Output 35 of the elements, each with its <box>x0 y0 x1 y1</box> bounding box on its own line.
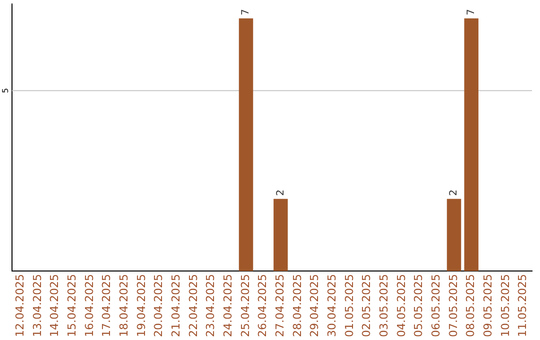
x-tick-label: 24.04.2025 <box>222 274 235 338</box>
x-tick-label: 15.04.2025 <box>66 274 79 338</box>
x-tick-label: 26.04.2025 <box>256 274 270 338</box>
x-tick-label: 09.05.2025 <box>482 274 495 338</box>
x-tick-label: 07.05.2025 <box>446 274 460 338</box>
x-tick-label: 22.04.2025 <box>186 274 200 338</box>
x-tick-label: 14.04.2025 <box>48 274 62 338</box>
x-tick-label: 06.05.2025 <box>430 274 443 338</box>
x-tick-label: 17.04.2025 <box>100 274 114 338</box>
x-tick-label: 27.04.2025 <box>274 274 287 338</box>
x-tick-label: 18.04.2025 <box>118 274 131 338</box>
x-tick-label: 10.05.2025 <box>498 274 512 338</box>
ref-line-label: 5 <box>1 88 10 94</box>
data-label: 2 <box>448 189 460 196</box>
data-label: 7 <box>240 9 252 16</box>
x-tick-label: 01.05.2025 <box>342 274 356 338</box>
x-tick-label: 08.05.2025 <box>464 274 478 338</box>
x-tick-label: 29.04.2025 <box>308 274 322 338</box>
x-tick-label: 12.04.2025 <box>14 274 27 338</box>
x-tick-label: 25.04.2025 <box>238 274 252 338</box>
x-tick-label: 30.04.2025 <box>326 274 339 338</box>
x-tick-label: 13.04.2025 <box>30 274 44 338</box>
x-tick-label: 05.05.2025 <box>412 274 426 338</box>
x-tick-label: 16.04.2025 <box>82 274 96 338</box>
x-tick-label: 21.04.2025 <box>170 274 183 338</box>
x-tick-label: 23.04.2025 <box>204 274 218 338</box>
x-tick-label: 03.05.2025 <box>378 274 391 338</box>
x-tick-label: 19.04.2025 <box>134 274 148 338</box>
x-tick-label: 20.04.2025 <box>152 274 166 338</box>
x-tick-label: 28.04.2025 <box>290 274 304 338</box>
data-label: 2 <box>275 189 286 196</box>
x-tick-label: 02.05.2025 <box>360 274 374 338</box>
x-tick-label: 04.05.2025 <box>394 274 408 338</box>
x-tick-label: 11.05.2025 <box>516 274 530 338</box>
data-label: 7 <box>466 9 477 16</box>
